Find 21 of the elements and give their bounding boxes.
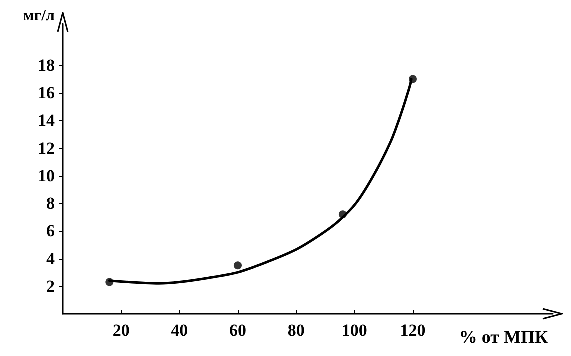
point [339, 210, 347, 219]
y-tick-label: 6 [46, 222, 55, 241]
x-axis-title: % от МПК [459, 327, 548, 347]
y-tick-label: 10 [38, 166, 55, 186]
y-tick-label: 2 [46, 276, 55, 296]
y-tick-label: 16 [38, 84, 55, 103]
point [409, 75, 417, 84]
x-tick-label: 120 [400, 321, 426, 340]
y-tick-label: 18 [38, 56, 55, 75]
point [106, 278, 114, 286]
y-tick-label: 12 [38, 138, 55, 158]
x-tick-label: 100 [342, 321, 368, 340]
y-tick-label: 14 [38, 111, 56, 130]
y-tick-label: 4 [46, 249, 56, 268]
y-tick-label: 8 [46, 194, 55, 214]
x-tick-label: 40 [171, 321, 188, 340]
x-tick-label: 80 [288, 321, 305, 340]
point [234, 262, 242, 270]
y-axis-title: мг/л [23, 8, 56, 24]
x-tick-label: 20 [112, 321, 130, 340]
x-tick-label: 60 [230, 321, 246, 340]
